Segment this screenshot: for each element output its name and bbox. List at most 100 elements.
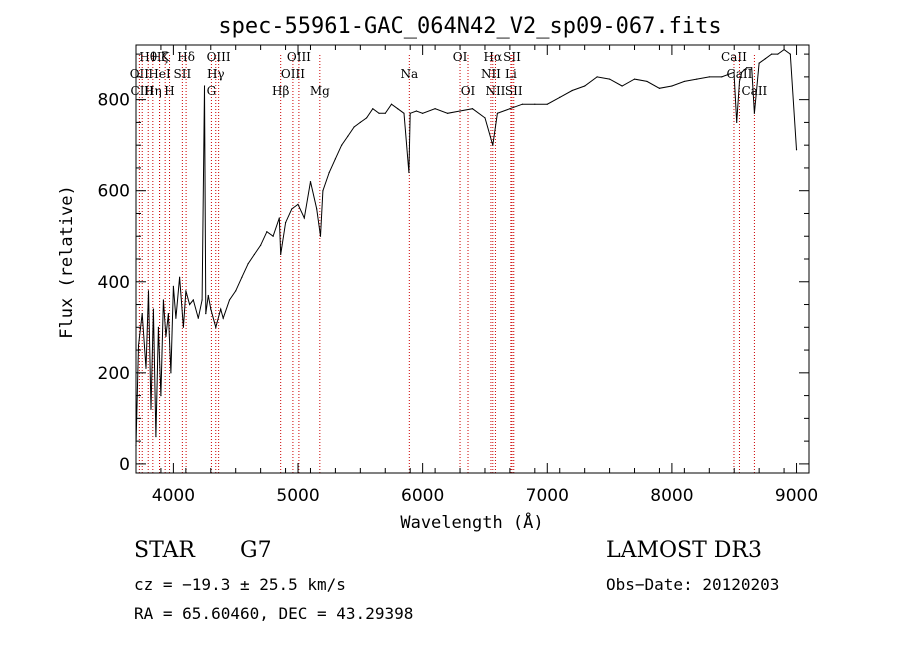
- flux-point-70: [492, 144, 494, 146]
- flux-point-34: [253, 253, 255, 256]
- x-tick-label-2: 6000: [401, 486, 444, 506]
- flux-point-94: [746, 67, 748, 69]
- flux-point-79: [596, 76, 598, 78]
- redshift-text: cz = −19.3 ± 25.5 km/s: [134, 575, 346, 594]
- flux-point-57: [384, 112, 386, 114]
- x-axis-label: Wavelength (Å): [400, 511, 543, 533]
- flux-point-62: [409, 112, 411, 114]
- flux-line: [135, 48, 797, 446]
- flux-point-59: [397, 108, 399, 110]
- flux-point-36: [266, 231, 268, 233]
- flux-point-87: [696, 78, 698, 80]
- flux-point-38: [278, 217, 280, 219]
- flux-point-84: [658, 87, 661, 89]
- flux-point-61: [408, 171, 410, 174]
- marker-label-0: Hθ: [139, 50, 157, 64]
- y-tick-label-0: 0: [119, 455, 130, 475]
- chart-title: spec-55961-GAC_064N42_V2_sp09-067.fits: [218, 14, 721, 39]
- marker-label-16: Mg: [310, 84, 330, 98]
- flux-point-73: [521, 103, 523, 105]
- flux-point-90: [733, 71, 735, 73]
- marker-label-8: H: [164, 84, 174, 98]
- marker-label-17: Na: [400, 67, 418, 81]
- flux-point-41: [291, 208, 293, 210]
- flux-point-103: [795, 149, 798, 151]
- flux-point-33: [247, 262, 249, 265]
- marker-label-10: OIII: [207, 50, 231, 64]
- flux-point-19: [188, 303, 191, 306]
- marker-label-23: SII: [503, 50, 521, 64]
- flux-point-28: [220, 308, 222, 310]
- marker-label-26: CaII: [721, 50, 747, 64]
- flux-point-58: [390, 103, 393, 105]
- flux-point-96: [753, 112, 756, 114]
- y-axis: 0 200 400 600 800: [98, 53, 809, 475]
- flux-point-97: [758, 62, 760, 64]
- flux-point-24: [205, 313, 207, 315]
- flux-point-81: [621, 85, 623, 87]
- flux-point-15: [175, 317, 177, 319]
- flux-point-60: [403, 112, 405, 114]
- flux-point-83: [646, 80, 648, 83]
- flux-point-18: [185, 290, 187, 292]
- flux-point-9: [160, 394, 162, 397]
- flux-point-95: [751, 67, 753, 69]
- flux-point-64: [422, 112, 424, 114]
- coordinates: RA = 65.60460, DEC = 43.29398: [134, 604, 414, 623]
- y-tick-label-4: 800: [98, 91, 130, 111]
- flux-point-31: [235, 290, 237, 292]
- flux-point-68: [471, 108, 474, 110]
- flux-point-98: [764, 58, 766, 60]
- obs-date: Obs−Date: 20120203: [606, 575, 780, 594]
- survey-name: LAMOST DR3: [606, 538, 762, 563]
- flux-point-89: [721, 76, 723, 78]
- flux-point-76: [559, 96, 561, 98]
- flux-point-5: [150, 408, 152, 410]
- flux-point-23: [203, 85, 206, 87]
- flux-point-6: [152, 308, 155, 310]
- flux-point-93: [741, 71, 743, 73]
- flux-point-7: [155, 435, 157, 438]
- flux-point-25: [207, 294, 209, 297]
- x-tick-label-5: 9000: [775, 486, 818, 506]
- flux-point-52: [353, 126, 355, 128]
- flux-point-26: [210, 308, 212, 310]
- flux-point-13: [170, 372, 172, 374]
- flux-point-48: [328, 171, 330, 174]
- flux-point-10: [162, 299, 165, 301]
- flux-point-2: [141, 313, 143, 315]
- flux-point-71: [496, 112, 499, 114]
- flux-point-32: [241, 276, 243, 278]
- flux-point-102: [789, 53, 791, 55]
- flux-point-40: [284, 221, 287, 224]
- flux-point-29: [222, 317, 224, 319]
- x-axis: 4000 5000 6000 7000 8000 9000: [135, 45, 818, 506]
- flux-point-50: [341, 144, 343, 146]
- flux-point-21: [197, 317, 199, 319]
- flux-point-56: [378, 112, 380, 114]
- marker-label-7: SII: [174, 67, 192, 81]
- flux-point-45: [316, 208, 318, 210]
- flux-point-49: [334, 158, 337, 160]
- x-tick-label-3: 7000: [526, 486, 569, 506]
- flux-point-44: [309, 180, 312, 183]
- flux-point-46: [319, 235, 322, 237]
- marker-label-28: CaII: [741, 84, 767, 98]
- flux-point-14: [172, 285, 174, 287]
- marker-label-18: OI: [453, 50, 468, 64]
- flux-point-35: [260, 244, 262, 246]
- flux-point-86: [683, 80, 685, 83]
- flux-point-65: [434, 108, 436, 110]
- flux-point-67: [459, 110, 461, 112]
- marker-label-14: OIII: [281, 67, 305, 81]
- flux-point-91: [736, 121, 738, 124]
- x-tick-label-1: 5000: [276, 486, 319, 506]
- flux-point-74: [534, 103, 536, 105]
- flux-point-20: [192, 299, 194, 301]
- flux-point-43: [303, 217, 305, 219]
- marker-label-20: Hα: [484, 50, 503, 64]
- marker-label-21: NII: [481, 67, 501, 81]
- flux-point-47: [322, 190, 324, 192]
- marker-label-27: CaII: [727, 67, 753, 81]
- marker-label-5: HeI: [148, 67, 171, 81]
